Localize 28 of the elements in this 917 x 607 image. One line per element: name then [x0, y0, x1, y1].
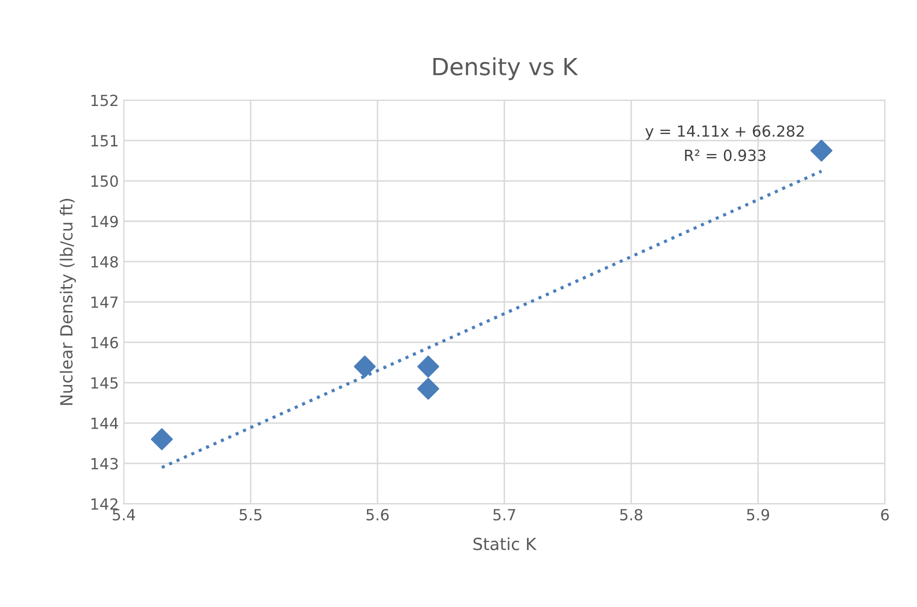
y-tick-label: 151	[91, 135, 118, 147]
x-tick-label: 5.4	[112, 509, 136, 520]
x-tick-label: 6	[881, 508, 889, 520]
x-tick-label: 5.5	[240, 509, 262, 520]
chart-title: Density vs K	[433, 57, 578, 80]
y-tick-label: 145	[91, 377, 118, 389]
x-tick-label: 5.7	[493, 509, 516, 520]
y-tick-label: 142	[91, 498, 118, 510]
y-tick-label: 149	[91, 216, 118, 228]
point	[810, 140, 832, 162]
y-tick-label: 152	[91, 94, 118, 106]
y-tick-label: 144	[91, 418, 118, 429]
point	[150, 428, 173, 450]
y-tick-label: 147	[91, 296, 118, 308]
point	[417, 356, 440, 378]
x-tick-label: 5.8	[620, 508, 642, 520]
y-tick-label: 148	[91, 256, 118, 268]
point	[354, 356, 376, 378]
point	[417, 378, 440, 400]
annotation: y = 14.11x + 66.282	[645, 125, 804, 140]
x-tick-label: 5.9	[747, 508, 770, 520]
y-tick-label: 143	[91, 458, 118, 470]
y-tick-label: 150	[91, 175, 118, 187]
x-axis-title: Static K	[474, 537, 537, 550]
y-tick-label: 146	[91, 336, 118, 348]
annotation: R² = 0.933	[685, 150, 766, 162]
y-axis-title: Nuclear Density (lb/cu ft)	[60, 198, 76, 405]
x-tick-label: 5.6	[366, 508, 389, 520]
